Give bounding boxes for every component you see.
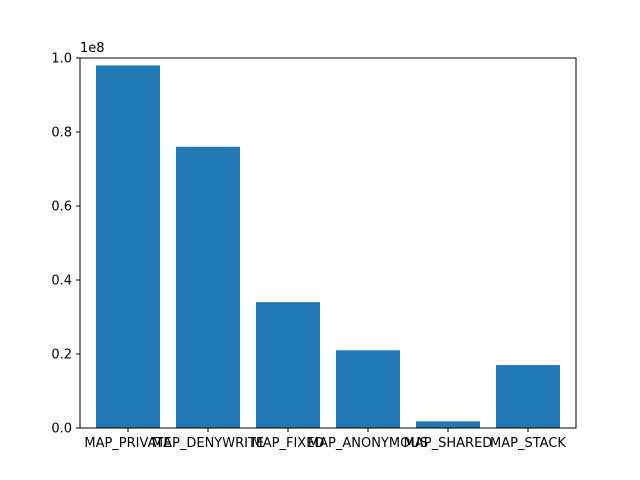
y-tick-label: 0.6 [51,200,72,215]
bar-map-private [96,65,160,429]
x-tick-label: MAP_SHARED [404,436,493,451]
y-tick-label: 0.4 [51,274,72,289]
bars-group [96,65,560,429]
bar-map-anonymous [336,350,400,428]
y-tick-label: 0.2 [51,348,72,363]
x-tick-label: MAP_FIXED [252,436,325,451]
bar-map-fixed [256,302,320,428]
bar-map-stack [496,365,560,428]
x-tick-label: MAP_STACK [490,436,566,451]
x-tick-label: MAP_PRIVATE [84,436,171,451]
y-tick-label: 0.8 [51,126,72,141]
bar-map-denywrite [176,146,240,429]
bar-map-shared [416,421,480,428]
y-tick-label: 1.0 [51,52,72,67]
x-tick-label: MAP_DENYWRITE [152,436,264,451]
y-offset-label: 1e8 [80,41,105,56]
x-axis: MAP_PRIVATEMAP_DENYWRITEMAP_FIXEDMAP_ANO… [84,428,566,451]
y-axis: 0.0 0.2 0.4 0.6 0.8 1.0 [51,52,80,437]
y-tick-label: 0.0 [51,422,72,437]
x-tick-label: MAP_ANONYMOUS [308,436,428,451]
plot-frame [79,57,577,429]
